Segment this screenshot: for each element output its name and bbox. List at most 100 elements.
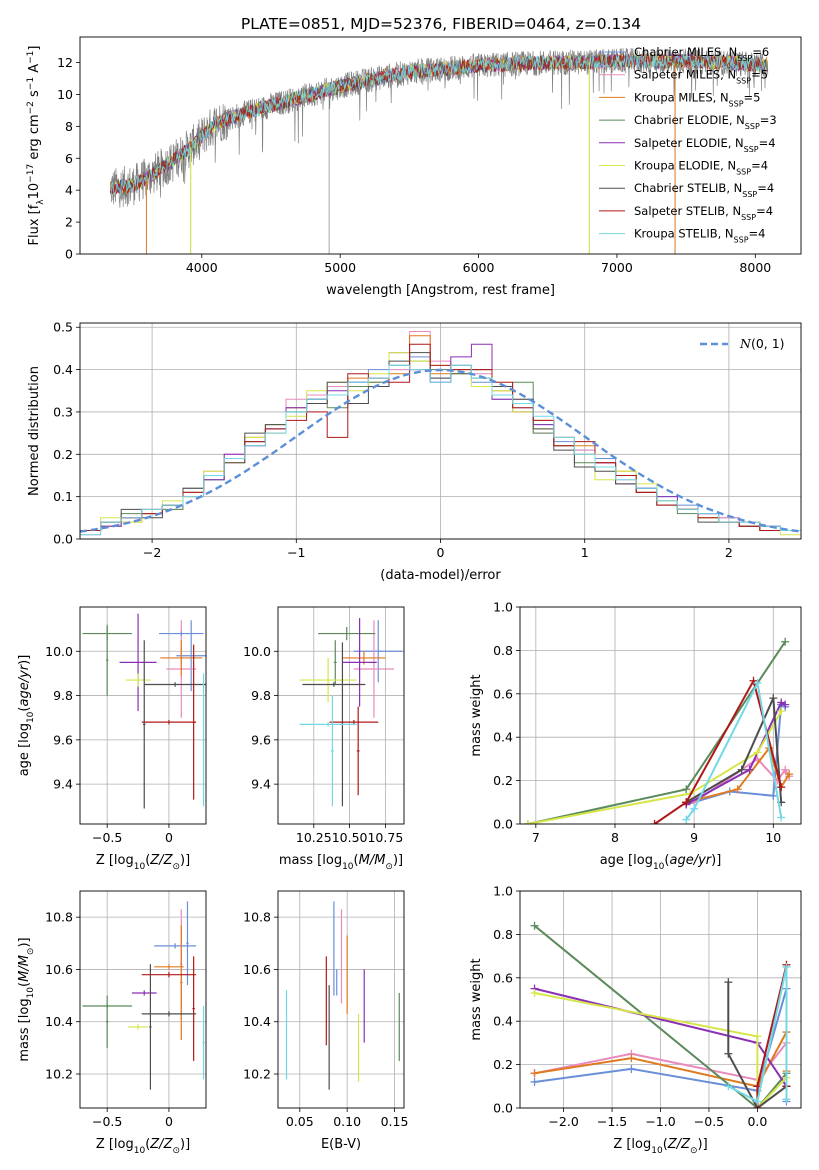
panel-weight-vs-age: 7 8 9 10 0.0 0.2 0.4 0.6 0.8 1.0 age [log10(age/yr… [469,600,802,872]
weight-line-8 [727,966,788,1103]
weight-line-6 [727,982,788,1108]
axes-frame [519,606,802,825]
weight-marker-0-1 [627,1064,636,1073]
y-tick-label: 0.2 [493,1057,513,1072]
y-tick-label: 9.4 [53,777,73,792]
x-axis-label: Z [log10(Z/Z⊙)] [96,853,190,872]
y-tick-label: 0.8 [493,927,513,942]
y-tick-label: 0.6 [493,686,513,701]
x-tick-label: 8000 [739,260,771,275]
weight-marker-4-1 [745,765,754,774]
x-tick-label: 9 [690,830,698,845]
weight-marker-8-3 [782,1095,791,1104]
legend-label-3: Chabrier ELODIE, NSSP=3 [634,113,777,131]
panel-age-vs-metallicity: −0.5 0 9.4 9.6 9.8 10.0 Z [log10(Z/Z⊙)] age [lo… [17,606,207,872]
panel-residual-histogram: −2 −1 0 1 2 0.0 0.1 0.2 0.3 0.4 0.5 N(0, 1) (data-mo… [27,320,802,583]
x-tick-label: 2 [725,545,733,560]
weight-marker-5-0 [523,820,532,824]
gaussian-reference-curve [80,368,801,533]
weight-marker-5-3 [777,707,786,716]
y-tick-label: 9.6 [251,732,271,747]
axes-frame [79,322,802,540]
legend-label-8: Kroupa STELIB, NSSP=4 [634,227,765,245]
y-tick-label: 12 [57,55,73,70]
plot-area-age-vs-mass [299,618,403,807]
weight-line-5 [534,992,788,1108]
weight-marker-6-1 [737,765,746,774]
weight-line-5 [527,710,783,824]
x-axis-label: Z [log10(Z/Z⊙)] [96,1137,190,1156]
y-tick-label: 0.3 [53,404,73,419]
y-tick-label: 9.8 [251,688,271,703]
legend-label-7: Salpeter STELIB, NSSP=4 [634,204,773,222]
weight-marker-7-3 [777,783,786,792]
weight-line-3 [533,924,788,1108]
y-tick-label: 0.4 [493,730,513,745]
panel-spectrum: 4000 5000 6000 7000 8000 0 2 4 6 8 10 12 wavelength … [26,36,802,298]
axes-frame [79,36,802,255]
plot-area-mass-vs-metallicity [82,901,205,1090]
weight-marker-3-0 [530,921,539,930]
x-tick-label: −0.5 [92,1114,122,1129]
y-tick-label: 1.0 [493,600,513,615]
x-tick-label: 10 [765,830,781,845]
x-tick-label: 0.15 [381,1114,409,1129]
x-tick-label: 6000 [463,260,495,275]
weight-marker-0-0 [530,1077,539,1086]
panel-mass-vs-metallicity: −0.5 0 10.2 10.4 10.6 10.8 Z [log10(Z/Z⊙)] mass… [17,890,207,1156]
y-tick-label: 0.0 [493,817,513,832]
y-tick-label: 6 [65,151,73,166]
y-tick-label: 0.8 [493,643,513,658]
x-tick-label: 0.0 [747,1114,767,1129]
legend-label-6: Chabrier STELIB, NSSP=4 [634,181,774,199]
weight-marker-0-2 [769,791,778,800]
x-tick-label: 7000 [601,260,633,275]
legend: Chabrier MILES, NSSP=6 Salpeter MILES, NS… [599,45,777,244]
y-tick-label: 10.2 [243,1067,271,1082]
weight-marker-5-2 [753,748,762,757]
plot-area-age-vs-metallicity [82,613,206,809]
y-tick-label: 0.1 [53,489,73,504]
weight-line-4 [685,701,786,806]
legend-label-gaussian: N(0, 1) [739,336,785,351]
weight-marker-8-1 [690,804,699,813]
histogram-step-8 [80,364,801,536]
weight-marker-8-2 [782,962,791,971]
weight-marker-1-3 [781,765,790,774]
weight-line-8 [685,679,783,821]
x-tick-label: 7 [532,830,540,845]
legend-label-5: Kroupa ELODIE, NSSP=4 [634,159,768,177]
y-tick-label: 0.2 [493,773,513,788]
panel-age-vs-mass: 10.25 10.50 10.75 9.4 9.6 9.8 10.0 mass [log10(… [243,606,405,872]
weight-marker-7-0 [650,820,659,824]
x-tick-label: 0.10 [333,1114,361,1129]
y-axis-label: mass weight [469,958,484,1040]
weight-marker-8-0 [724,1082,733,1091]
x-tick-label: 8 [611,830,619,845]
y-tick-label: 0.2 [53,447,73,462]
y-tick-label: 4 [65,183,73,198]
y-tick-label: 10.6 [243,962,271,977]
y-tick-label: 0.6 [493,970,513,985]
x-tick-label: −2 [143,545,161,560]
weight-marker-3-2 [781,637,790,646]
axes-frame [79,606,207,825]
y-tick-label: 9.6 [53,732,73,747]
weight-marker-2-0 [530,1069,539,1078]
y-axis-label: mass [log10(M/M⊙)] [17,937,36,1061]
plot-area-mass-vs-extinction [285,901,400,1090]
model-spectrum-5 [110,53,768,196]
y-tick-label: 10.4 [243,1014,271,1029]
x-tick-label: 0.05 [286,1114,314,1129]
x-axis-label: wavelength [Angstrom, rest frame] [326,283,555,298]
y-tick-label: 0.5 [53,320,73,335]
y-tick-label: 2 [65,215,73,230]
plot-area-weight-vs-age [523,637,794,824]
weight-marker-8-2 [753,678,762,687]
axes-frame [79,890,207,1109]
weight-marker-6-1 [724,1049,733,1058]
plot-area-weight-vs-metallicity [530,921,791,1108]
y-axis-label: Normed distribution [27,366,42,496]
x-tick-label: −1 [287,545,305,560]
weight-marker-8-0 [682,815,691,824]
